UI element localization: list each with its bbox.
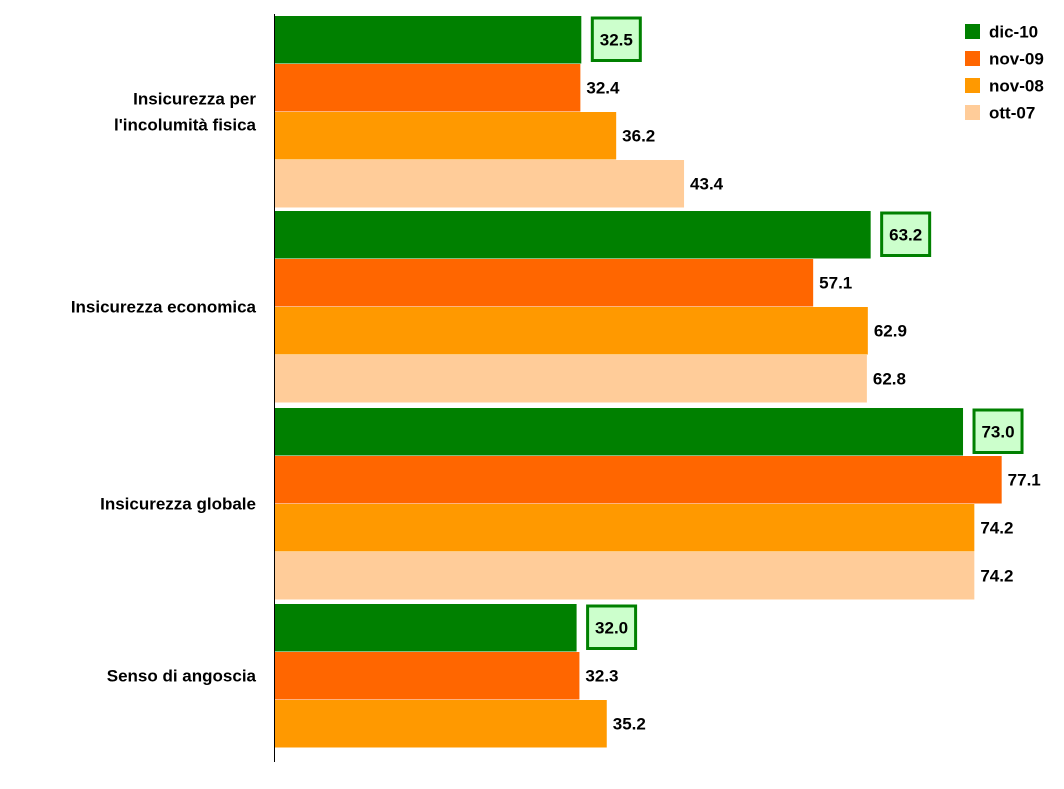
category-label: Insicurezza globale bbox=[100, 495, 256, 514]
bar-dic-10-2 bbox=[275, 408, 964, 456]
category-label: l'incolumità fisica bbox=[114, 116, 257, 135]
bar-dic-10-3 bbox=[275, 604, 577, 652]
bar-ott-07-2 bbox=[275, 552, 975, 600]
category-label: Insicurezza per bbox=[133, 90, 256, 109]
category-label: Insicurezza economica bbox=[71, 298, 257, 317]
bar-nov-08-3 bbox=[275, 700, 607, 748]
value-labels-layer: 32.5 32.4 36.2 43.4 63.2 57.1 62.9 62.8 73.0 77.1… bbox=[585, 16, 1041, 733]
legend-label-nov-08: nov-08 bbox=[989, 77, 1044, 96]
value-label: 62.8 bbox=[873, 369, 906, 388]
bar-dic-10-0 bbox=[275, 16, 582, 64]
value-label: 74.2 bbox=[980, 566, 1013, 585]
value-label: 32.4 bbox=[586, 78, 620, 97]
legend-swatch-nov-08 bbox=[965, 78, 980, 93]
value-label: 74.2 bbox=[980, 518, 1013, 537]
legend: dic-10 nov-09 nov-08 ott-07 bbox=[965, 23, 1044, 123]
legend-swatch-nov-09 bbox=[965, 51, 980, 66]
value-label: 32.5 bbox=[600, 30, 633, 49]
value-label: 35.2 bbox=[613, 714, 646, 733]
category-label: Senso di angoscia bbox=[107, 667, 257, 686]
value-highlight-box bbox=[880, 211, 932, 257]
value-label: 73.0 bbox=[981, 422, 1014, 441]
bar-nov-09-1 bbox=[275, 259, 814, 307]
bar-nov-09-0 bbox=[275, 64, 581, 112]
value-label: 36.2 bbox=[622, 126, 655, 145]
category-labels-layer: Insicurezza per l'incolumità fisica Insicu… bbox=[71, 90, 257, 686]
bar-nov-09-2 bbox=[275, 456, 1002, 504]
value-highlight-box bbox=[586, 604, 638, 650]
bar-nov-08-1 bbox=[275, 307, 868, 355]
legend-label-nov-09: nov-09 bbox=[989, 50, 1044, 69]
bar-dic-10-1 bbox=[275, 211, 871, 259]
value-highlight-box bbox=[972, 408, 1024, 454]
bars-layer bbox=[275, 16, 1002, 748]
value-label: 77.1 bbox=[1008, 470, 1041, 489]
value-label: 63.2 bbox=[889, 225, 922, 244]
bar-ott-07-1 bbox=[275, 355, 867, 403]
bar-ott-07-0 bbox=[275, 160, 685, 208]
legend-label-ott-07: ott-07 bbox=[989, 104, 1035, 123]
value-label: 43.4 bbox=[690, 174, 724, 193]
value-label: 57.1 bbox=[819, 273, 852, 292]
value-highlight-box bbox=[590, 16, 642, 62]
legend-swatch-ott-07 bbox=[965, 105, 980, 120]
bar-nov-08-2 bbox=[275, 504, 975, 552]
value-label: 32.3 bbox=[585, 666, 618, 685]
bar-nov-09-3 bbox=[275, 652, 580, 700]
value-label: 62.9 bbox=[874, 321, 907, 340]
legend-swatch-dic-10 bbox=[965, 24, 980, 39]
legend-label-dic-10: dic-10 bbox=[989, 23, 1038, 42]
bar-nov-08-0 bbox=[275, 112, 617, 160]
value-label: 32.0 bbox=[595, 618, 628, 637]
